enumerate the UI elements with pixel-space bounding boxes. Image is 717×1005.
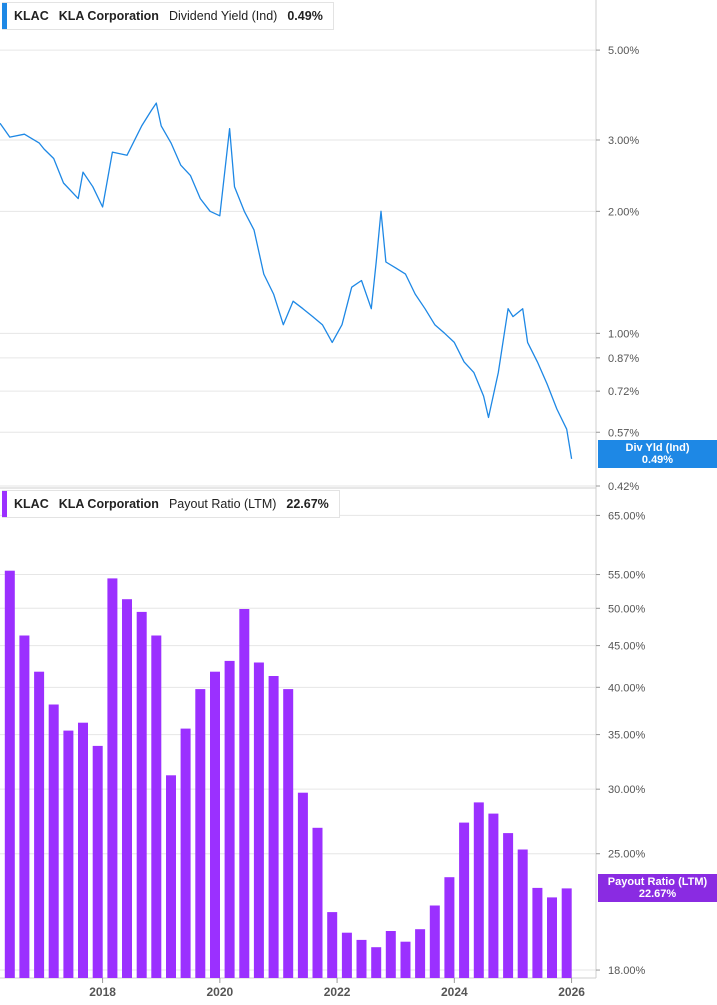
dividend-yield-legend: KLAC KLA Corporation Dividend Yield (Ind… <box>2 2 334 30</box>
yield-y-tick-label: 0.87% <box>608 353 639 365</box>
yield-y-tick-label: 1.00% <box>608 328 639 340</box>
dividend-yield-swatch <box>2 3 7 29</box>
payout-ratio-value-flag: Payout Ratio (LTM) 22.67% <box>598 874 717 902</box>
payout-y-tick-label: 18.00% <box>608 965 646 977</box>
payout-bar <box>297 792 308 978</box>
payout-y-axis: 65.00% 55.00% 50.00% 45.00% 40.00% 35.00% 30.0… <box>596 510 646 977</box>
payout-bar <box>459 822 470 978</box>
payout-bar <box>63 730 74 978</box>
yield-y-tick-label: 0.72% <box>608 386 639 398</box>
payout-bar <box>239 609 250 978</box>
payout-bar <box>473 802 484 978</box>
legend-metric: Payout Ratio (LTM) <box>168 497 277 511</box>
payout-bar <box>429 905 440 978</box>
payout-bar <box>48 704 59 978</box>
yield-y-tick-label: 5.00% <box>608 45 639 57</box>
payout-bar <box>356 939 367 978</box>
payout-bar <box>195 689 206 978</box>
payout-bar <box>488 813 499 978</box>
dividend-yield-series <box>0 102 573 460</box>
yield-y-tick-label: 2.00% <box>608 206 639 218</box>
payout-bar <box>371 947 382 978</box>
payout-y-tick-label: 65.00% <box>608 510 646 522</box>
x-tick-label: 2018 <box>89 985 116 999</box>
legend-metric: Dividend Yield (Ind) <box>168 9 278 23</box>
payout-bar <box>4 570 15 978</box>
payout-ratio-swatch <box>2 491 7 517</box>
payout-bar <box>19 635 30 978</box>
payout-y-tick-label: 40.00% <box>608 682 646 694</box>
payout-bar <box>561 888 572 978</box>
x-tick-label: 2026 <box>558 985 585 999</box>
payout-bar <box>151 635 162 978</box>
payout-bar <box>341 932 352 978</box>
payout-y-tick-label: 55.00% <box>608 570 646 582</box>
payout-bar <box>92 745 103 978</box>
payout-bar <box>400 941 411 978</box>
payout-bar <box>224 660 235 978</box>
payout-bar <box>78 722 88 978</box>
legend-company: KLA Corporation <box>58 497 159 511</box>
payout-bar <box>253 662 264 978</box>
yield-y-axis: 5.00% 3.00% 2.00% 1.00% 0.87% 0.72% 0.57% 0.42% <box>596 45 639 493</box>
payout-y-tick-label: 50.00% <box>608 603 646 615</box>
x-tick-label: 2020 <box>206 985 233 999</box>
legend-ticker: KLAC <box>14 9 49 23</box>
yield-y-tick-label: 3.00% <box>608 135 639 147</box>
yield-y-tick-label: 0.42% <box>608 481 639 493</box>
flag-label: Payout Ratio (LTM) <box>607 876 708 888</box>
payout-y-tick-label: 35.00% <box>608 730 646 742</box>
payout-y-tick-label: 45.00% <box>608 641 646 653</box>
yield-y-tick-label: 0.57% <box>608 427 639 439</box>
payout-bar <box>268 676 279 978</box>
payout-bar <box>547 897 557 978</box>
payout-bar <box>444 877 455 978</box>
payout-bar <box>532 887 543 978</box>
payout-bar <box>283 689 294 978</box>
payout-ratio-bars <box>4 570 572 978</box>
payout-bar <box>166 775 176 978</box>
payout-bar <box>122 599 132 978</box>
payout-bar <box>517 849 528 978</box>
payout-bar <box>312 827 323 978</box>
payout-bar <box>385 931 396 978</box>
legend-value: 0.49% <box>287 9 323 23</box>
payout-bar <box>180 728 191 978</box>
payout-bar <box>34 671 45 978</box>
payout-bar <box>107 578 118 978</box>
legend-ticker: KLAC <box>14 497 49 511</box>
flag-label: Div Yld (Ind) <box>625 442 690 454</box>
flag-value: 22.67% <box>638 888 677 900</box>
x-tick-label: 2022 <box>324 985 351 999</box>
legend-value: 22.67% <box>286 497 329 511</box>
flag-value: 0.49% <box>641 454 674 466</box>
payout-y-tick-label: 30.00% <box>608 784 646 796</box>
dividend-yield-value-flag: Div Yld (Ind) 0.49% <box>598 440 717 468</box>
legend-company: KLA Corporation <box>58 9 159 23</box>
x-tick-label: 2024 <box>441 985 468 999</box>
payout-bar <box>136 611 147 978</box>
payout-bar <box>415 929 426 978</box>
x-axis: 2018 2020 2022 2024 2026 <box>89 978 585 999</box>
payout-bar <box>210 671 220 978</box>
payout-bar <box>503 833 514 978</box>
payout-ratio-legend: KLAC KLA Corporation Payout Ratio (LTM) … <box>2 490 340 518</box>
payout-y-tick-label: 25.00% <box>608 849 646 861</box>
yield-gridlines <box>0 49 596 487</box>
dividend-yield-line <box>0 102 573 460</box>
payout-bar <box>327 912 338 978</box>
